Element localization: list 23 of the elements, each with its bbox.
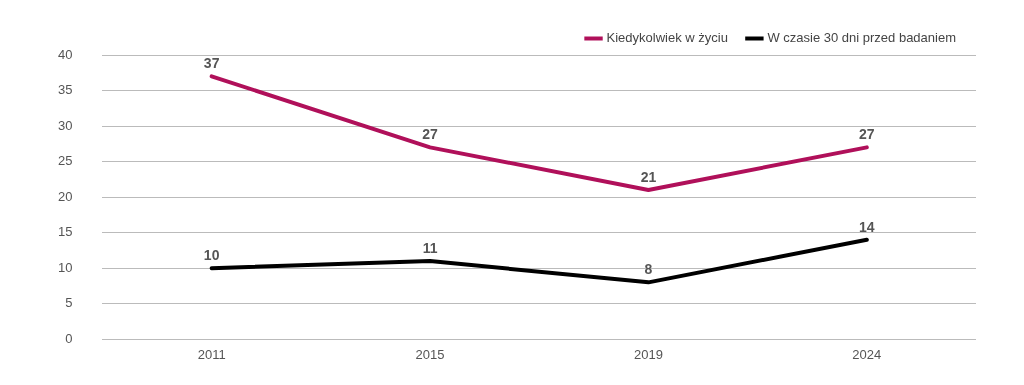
data-label: 11 <box>422 239 438 256</box>
y-tick-label: 0 <box>65 330 73 346</box>
x-tick-label: 2015 <box>415 346 445 362</box>
data-label: 27 <box>859 126 875 143</box>
data-label: 8 <box>644 261 653 278</box>
y-tick-label: 15 <box>57 224 73 240</box>
x-tick-label: 2019 <box>633 346 663 362</box>
y-tick-label: 40 <box>57 46 73 62</box>
x-tick-label: 2011 <box>197 346 226 362</box>
y-tick-label: 10 <box>57 259 73 275</box>
data-label: 14 <box>859 218 875 235</box>
legend-label: W czasie 30 dni przed badaniem <box>767 30 957 46</box>
y-tick-label: 35 <box>57 82 73 98</box>
y-tick-label: 30 <box>57 117 73 133</box>
y-tick-label: 25 <box>57 153 73 169</box>
data-label: 21 <box>640 168 657 185</box>
legend-label: Kiedykolwiek w życiu <box>606 30 728 46</box>
y-tick-label: 5 <box>65 295 73 311</box>
data-label: 10 <box>203 247 220 264</box>
data-label: 37 <box>203 55 220 72</box>
y-tick-label: 20 <box>57 188 73 204</box>
data-label: 27 <box>422 126 439 143</box>
x-tick-label: 2024 <box>852 346 882 362</box>
